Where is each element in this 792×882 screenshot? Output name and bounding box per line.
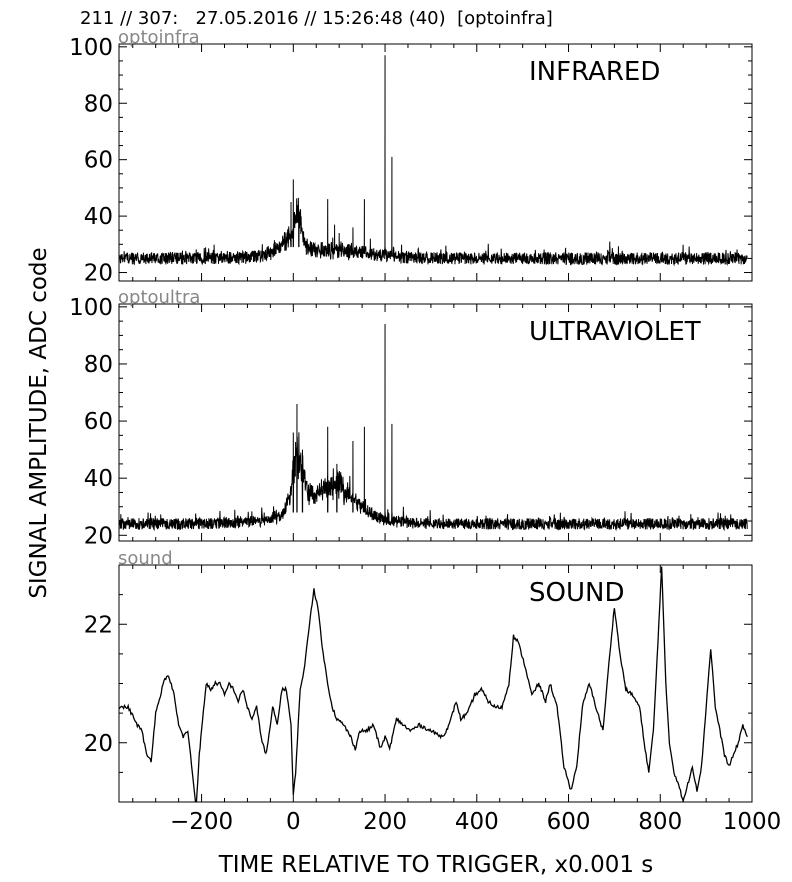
panel-frame [118, 43, 753, 282]
x-tick-label: 200 [363, 809, 407, 835]
x-tick-label: 0 [286, 809, 301, 835]
y-tick-label: 20 [84, 731, 113, 757]
y-tick-label: 60 [84, 409, 113, 435]
y-tick-label: 60 [84, 148, 113, 174]
series-sound [119, 566, 748, 802]
panel-title: INFRARED [529, 57, 660, 87]
y-tick-label: 100 [69, 295, 113, 321]
y-tick-label: 40 [84, 466, 113, 492]
panel-ultraviolet: 20 40 60 80 100 optoultra ULTRAVIOLET [69, 287, 753, 549]
series-infrared [119, 55, 748, 267]
channel-label: sound [118, 548, 173, 569]
panel-frame [118, 564, 753, 803]
y-tick-label: 100 [69, 35, 113, 61]
y-tick-label: 80 [84, 352, 113, 378]
panel-frame [118, 303, 753, 542]
x-tick-label: 1000 [723, 809, 782, 835]
panel-infrared: 20 40 60 80 100 optoinfra INFRARED [69, 27, 753, 287]
panel-title: SOUND [529, 578, 624, 608]
channel-label: optoultra [118, 287, 200, 308]
channel-label: optoinfra [118, 27, 200, 48]
x-tick-label: 600 [547, 809, 591, 835]
y-tick-label: 40 [84, 204, 113, 230]
panel-title: ULTRAVIOLET [529, 317, 701, 347]
series-ultraviolet [119, 323, 748, 532]
x-tick-label: −200 [170, 809, 233, 835]
y-tick-label: 20 [84, 523, 113, 549]
y-tick-label: 80 [84, 91, 113, 117]
x-axis-label: TIME RELATIVE TO TRIGGER, x0.001 s [218, 852, 654, 878]
x-tick-label: 800 [638, 809, 682, 835]
y-axis-label: SIGNAL AMPLITUDE, ADC code [26, 247, 52, 598]
y-tick-label: 22 [84, 612, 113, 638]
panel-sound: 20 22 sound SOUND −200 0 200 400 600 800 1000 [84, 548, 782, 835]
chart-header: 211 // 307: 27.05.2016 // 15:26:48 (40) … [80, 8, 553, 29]
x-tick-label: 400 [455, 809, 499, 835]
y-tick-label: 20 [84, 261, 113, 287]
